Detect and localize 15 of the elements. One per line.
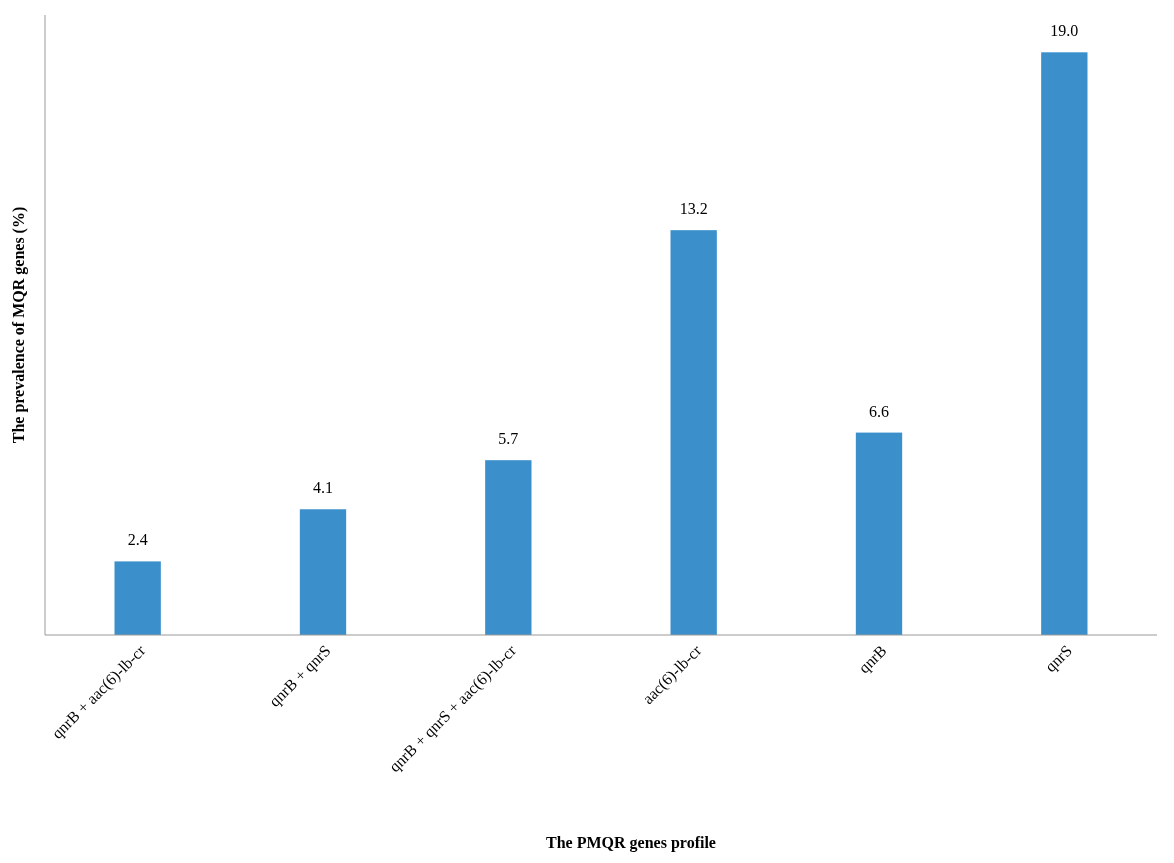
data-label: 2.4 [127,531,148,549]
bar [485,460,532,635]
bar [1041,52,1088,635]
data-label: 4.1 [313,479,333,497]
data-label: 5.7 [498,430,519,448]
x-axis-title: The PMQR genes profile [546,834,716,852]
data-label: 6.6 [869,402,889,420]
bar [299,509,347,635]
bar [114,561,161,635]
y-axis-title: The prevalence of MQR genes (%) [10,206,28,444]
data-label: 13.2 [679,200,708,218]
x-tick-label: qnrS [1041,641,1076,676]
bar [670,230,717,635]
data-label: 19.0 [1050,22,1079,40]
bar [855,432,903,635]
